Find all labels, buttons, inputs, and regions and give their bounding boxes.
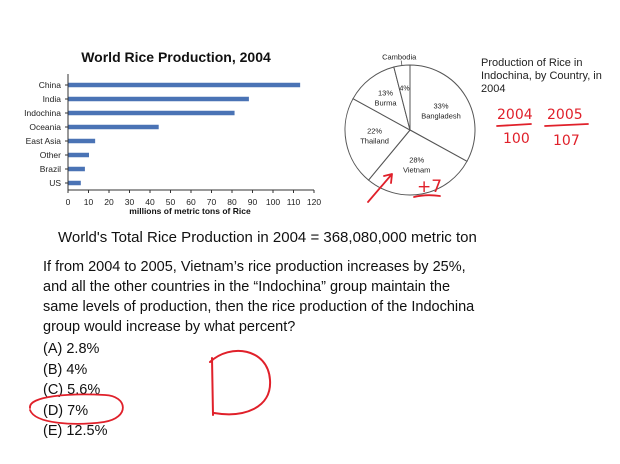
fraction-bar-left xyxy=(496,123,532,127)
pie-chart: 33%Bangladesh 28%Vietnam 22%Thailand 13%Bur… xyxy=(344,53,476,196)
pie-slice-label: Bangladesh xyxy=(421,112,461,121)
fraction-bar-right xyxy=(544,123,589,127)
answer-choices: (A) 2.8% (B) 4% (C) 5.6% (D) 7% (E) 12.5… xyxy=(43,339,107,442)
bar-chart-title: World Rice Production, 2004 xyxy=(81,49,271,65)
answer-choice-a: (A) 2.8% xyxy=(43,341,100,357)
year-2005-note: 2005 xyxy=(547,107,583,123)
question-line: If from 2004 to 2005, Vietnam’s rice pro… xyxy=(43,259,466,275)
bar-chart-tick-label: 70 xyxy=(207,197,217,207)
bar-chart-tick-label: 60 xyxy=(186,197,196,207)
bar-chart-x-axis-label: millions of metric tons of Rice xyxy=(129,206,251,216)
pie-slice-label: Vietnam xyxy=(403,165,430,174)
pie-leader-line xyxy=(400,60,403,66)
bar-chart-category-label: China xyxy=(39,80,61,90)
pie-chart-labels: 33%Bangladesh 28%Vietnam 22%Thailand 13%Bur… xyxy=(360,53,461,175)
bar-chart-tick-label: 40 xyxy=(145,197,155,207)
answer-choice-d: (D) 7% xyxy=(43,402,89,419)
pie-slice xyxy=(344,98,411,181)
bar-chart-tick-label: 90 xyxy=(248,197,258,207)
bar-chart-tick-label: 20 xyxy=(104,197,114,207)
bar-chart: World Rice Production, 2004 China India In… xyxy=(24,49,321,216)
bar-chart-category-label: Other xyxy=(40,150,61,160)
pie-value-label: 28% xyxy=(409,155,424,164)
bar-chart-category-label: Brazil xyxy=(40,164,61,174)
pie-chart-slices xyxy=(344,64,476,196)
total-production-statement: World's Total Rice Production in 2004 = … xyxy=(58,229,477,246)
bar-chart-category-label: India xyxy=(43,94,62,104)
bar xyxy=(68,124,159,130)
bar xyxy=(68,96,249,102)
bar-chart-tick-labels: 0 10 20 30 40 50 60 70 80 90 100 110 120 xyxy=(66,190,321,207)
answer-choice-e: (E) 12.5% xyxy=(43,423,108,439)
pie-slice xyxy=(409,64,476,162)
bar xyxy=(68,110,235,116)
question-line: same levels of production, then the rice… xyxy=(43,299,475,315)
pie-chart-title: Production of Rice in Indochina, by Coun… xyxy=(481,57,602,95)
bar-chart-category-label: Indochina xyxy=(24,108,61,118)
answer-letter-d-stroke xyxy=(209,349,272,416)
year-2004-note: 2004 xyxy=(497,107,533,123)
bar-chart-category-labels: China India Indochina Oceania East Asia Other… xyxy=(24,80,68,188)
answer-choice-b: (B) 4% xyxy=(43,361,88,378)
pie-slice-label: Thailand xyxy=(360,137,389,146)
pie-value-label: 13% xyxy=(378,88,393,97)
bar xyxy=(68,138,96,144)
answer-choice-c: (C) 5.6% xyxy=(43,382,101,398)
bar xyxy=(68,152,89,158)
value-100-note: 100 xyxy=(503,131,530,147)
pie-value-label: 33% xyxy=(433,102,448,111)
bar-chart-tick-label: 120 xyxy=(307,197,321,207)
bar-chart-tick-label: 10 xyxy=(84,197,94,207)
pie-slice-label: Cambodia xyxy=(382,53,417,62)
question-text: If from 2004 to 2005, Vietnam’s rice pro… xyxy=(43,257,603,337)
bar-chart-axes xyxy=(67,74,314,191)
pie-slice-label: Burma xyxy=(374,98,397,107)
bar-chart-tick-label: 100 xyxy=(266,197,280,207)
bar-chart-tick-label: 110 xyxy=(287,197,301,207)
pie-value-label: 22% xyxy=(367,127,382,136)
bar-chart-category-label: Oceania xyxy=(29,122,61,132)
bar xyxy=(68,180,81,186)
bar-chart-bars xyxy=(68,82,301,186)
pie-slice xyxy=(393,64,411,131)
bar-chart-tick-label: 30 xyxy=(125,197,135,207)
bar-chart-tick-label: 50 xyxy=(166,197,176,207)
bar-chart-category-label: US xyxy=(49,178,61,188)
bar-chart-tick-label: 0 xyxy=(66,197,71,207)
question-line: and all the other countries in the “Indo… xyxy=(43,279,451,295)
bar xyxy=(68,82,301,88)
bar-chart-category-label: East Asia xyxy=(26,136,62,146)
pie-value-label: 4% xyxy=(400,85,410,92)
question-line: group would increase by what percent? xyxy=(43,319,296,335)
value-107-note: 107 xyxy=(553,133,580,149)
bar-chart-tick-label: 80 xyxy=(227,197,237,207)
bar xyxy=(68,166,85,172)
